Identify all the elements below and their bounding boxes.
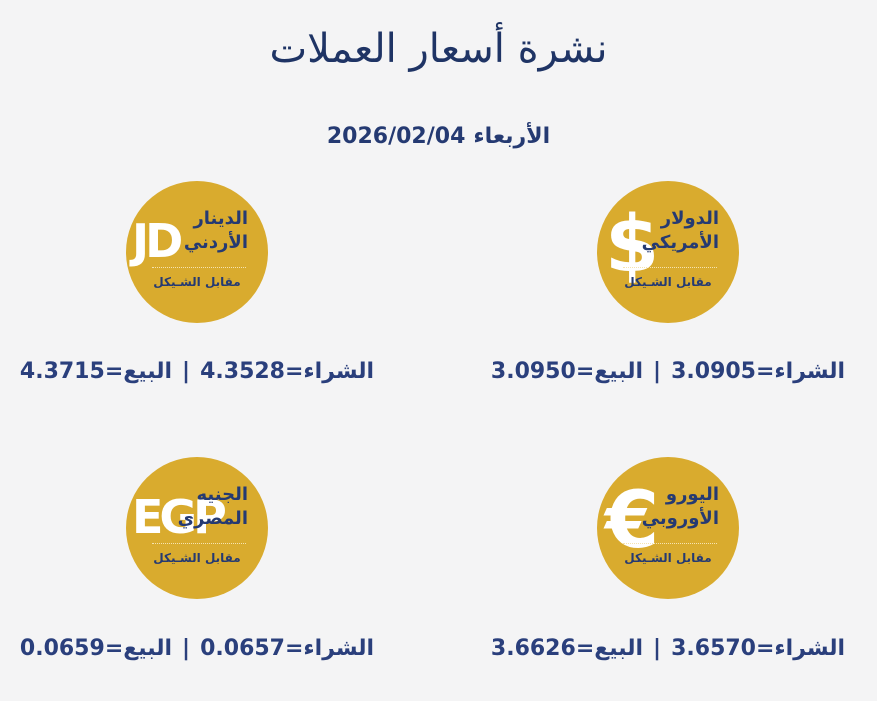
divider [152,267,246,268]
currency-name: الجنيه المصري [178,483,248,531]
sell-value: 0.0659 [19,636,105,661]
currency-name: الدولار الأمريكي [642,207,719,255]
buy-label: الشراء= [285,636,375,661]
currency-badge: EGP الجنيه المصري مقابل الشـيكل [126,457,268,599]
currency-symbol: JD [132,214,183,268]
name-line: الأمريكي [641,232,719,253]
currency-symbol: € [605,476,659,566]
day: الأربعاء [473,124,551,149]
currency-name: الدينار الأردني [184,207,248,255]
rate-line: الشراء= 3.6570 | البيع= 3.6626 [458,636,877,661]
currency-badge: JD الدينار الأردني مقابل الشـيكل [126,181,268,323]
caption: مقابل الشـيكل [624,551,712,565]
rate-line: الشراء= 4.3528 | البيع= 4.3715 [0,359,407,384]
buy-value: 0.0657 [200,636,285,661]
separator: | [182,359,191,384]
caption: مقابل الشـيكل [624,275,712,289]
caption: مقابل الشـيكل [153,275,241,289]
sell-label: البيع= [575,359,644,384]
caption: مقابل الشـيكل [153,551,241,565]
sell-label: البيع= [104,359,173,384]
rate-line: الشراء= 3.0905 | البيع= 3.0950 [458,359,877,384]
name-line: الدولار [660,208,719,229]
currency-symbol: EGP [132,490,227,544]
date: 2026/02/04 [326,124,466,149]
sell-value: 3.0950 [490,359,576,384]
sell-value: 3.6626 [490,636,576,661]
name-line: الأوروبي [641,508,719,529]
currency-symbol: $ [605,200,659,290]
separator: | [182,636,191,661]
rate-line: الشراء= 0.0657 | البيع= 0.0659 [0,636,407,661]
sell-label: البيع= [575,636,644,661]
buy-value: 4.3528 [200,359,285,384]
sell-label: البيع= [104,636,173,661]
currency-badge: € اليورو الأوروبي مقابل الشـيكل [597,457,739,599]
buy-label: الشراء= [285,359,375,384]
buy-value: 3.0905 [671,359,756,384]
divider [152,543,246,544]
divider [623,543,717,544]
separator: | [653,359,662,384]
buy-label: الشراء= [756,359,846,384]
name-line: الجنيه [196,484,248,505]
buy-label: الشراء= [756,636,846,661]
name-line: الأردني [183,232,248,253]
buy-value: 3.6570 [671,636,756,661]
name-line: الدينار [193,208,248,229]
currency-badge: $ الدولار الأمريكي مقابل الشـيكل [597,181,739,323]
divider [623,267,717,268]
sell-value: 4.3715 [19,359,105,384]
separator: | [653,636,662,661]
name-line: المصري [177,508,248,529]
currency-name: اليورو الأوروبي [642,483,719,531]
date-line: الأربعاء 2026/02/04 [0,124,877,149]
name-line: اليورو [665,484,719,505]
title: نشرة أسعار العملات [269,26,608,72]
